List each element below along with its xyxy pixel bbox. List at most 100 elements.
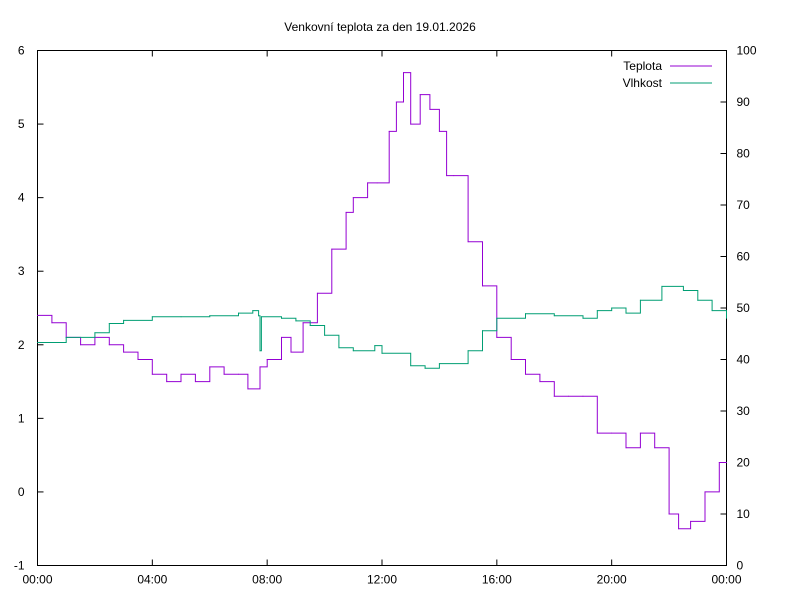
y-tick-label: 0 — [18, 485, 25, 499]
y2-tick-label: 90 — [737, 95, 751, 109]
data-point — [625, 312, 627, 314]
data-point — [690, 520, 692, 522]
data-point — [266, 359, 268, 360]
data-point — [295, 320, 297, 322]
data-point — [438, 363, 440, 365]
data-point — [496, 317, 498, 319]
data-point — [367, 182, 369, 184]
data-point — [453, 175, 455, 177]
data-point — [352, 350, 354, 352]
data-point — [388, 130, 390, 132]
data-point — [682, 289, 684, 291]
data-point — [661, 285, 663, 287]
data-point — [309, 325, 311, 327]
x-tick-label: 08:00 — [252, 573, 282, 587]
data-point — [596, 432, 598, 434]
data-point — [151, 373, 153, 375]
data-point — [324, 334, 326, 336]
data-point — [376, 182, 378, 184]
data-point — [151, 316, 153, 318]
data-point — [180, 316, 182, 318]
x-tick-label: 20:00 — [597, 573, 627, 587]
series-line-teplota — [37, 72, 727, 530]
y2-tick-label: 50 — [737, 301, 751, 315]
data-point — [209, 315, 211, 317]
x-tick-label: 00:00 — [711, 573, 741, 587]
data-point — [525, 373, 527, 375]
data-point — [223, 373, 225, 375]
y-tick-label: 3 — [18, 264, 25, 278]
data-point — [697, 299, 699, 301]
data-point — [331, 248, 333, 250]
data-point — [302, 322, 304, 324]
data-point — [668, 513, 670, 515]
data-point — [381, 352, 383, 354]
data-point — [726, 462, 727, 463]
data-point — [338, 347, 340, 349]
data-point — [429, 108, 431, 110]
data-point — [711, 310, 713, 312]
data-point — [258, 315, 260, 317]
data-point — [553, 395, 555, 397]
data-point — [180, 373, 182, 375]
data-point — [467, 241, 469, 243]
data-point — [481, 330, 483, 332]
data-point — [209, 366, 211, 368]
data-point — [94, 332, 96, 334]
x-tick-label: 12:00 — [367, 573, 397, 587]
data-point — [568, 395, 570, 397]
y2-tick-label: 60 — [737, 250, 751, 264]
x-tick-label: 04:00 — [137, 573, 167, 587]
data-point — [510, 359, 512, 360]
data-point — [259, 366, 261, 368]
y2-tick-label: 20 — [737, 456, 751, 470]
data-point — [553, 315, 555, 317]
data-point — [438, 130, 440, 132]
data-point — [419, 94, 421, 96]
y-tick-label: 5 — [18, 117, 25, 131]
data-point — [247, 388, 249, 390]
data-point — [374, 345, 376, 347]
data-point — [37, 314, 38, 316]
data-point — [704, 491, 706, 493]
data-point — [352, 197, 354, 199]
data-point — [166, 381, 168, 383]
data-point — [108, 344, 110, 346]
data-point — [726, 317, 727, 319]
data-point — [525, 313, 527, 315]
legend-label: Vlhkost — [623, 76, 663, 90]
data-point — [260, 316, 262, 318]
y2-tick-label: 0 — [737, 559, 744, 573]
data-point — [410, 123, 412, 125]
data-point — [237, 312, 239, 314]
data-point — [259, 350, 261, 352]
data-point — [481, 285, 483, 287]
data-point — [611, 307, 613, 309]
x-tick-label: 00:00 — [22, 573, 52, 587]
data-point — [496, 336, 498, 338]
y2-tick-label: 70 — [737, 198, 751, 212]
y2-tick-label: 40 — [737, 353, 751, 367]
data-point — [237, 373, 239, 375]
data-point — [37, 342, 38, 344]
data-point — [65, 336, 67, 338]
data-point — [446, 175, 448, 177]
data-point — [718, 462, 720, 463]
data-point — [582, 317, 584, 319]
legend: Teplota Vlhkost — [623, 59, 712, 90]
data-point — [639, 299, 641, 301]
y2-tick-label: 100 — [737, 44, 757, 58]
data-point — [424, 367, 426, 369]
data-point — [51, 322, 53, 324]
y-tick-label: -1 — [14, 559, 25, 573]
data-point — [678, 528, 680, 530]
data-point — [403, 72, 405, 74]
data-point — [596, 310, 598, 312]
data-point — [654, 447, 656, 449]
data-point — [80, 344, 82, 346]
y-tick-label: 2 — [18, 338, 25, 352]
data-point — [539, 381, 541, 383]
data-point — [611, 432, 613, 434]
